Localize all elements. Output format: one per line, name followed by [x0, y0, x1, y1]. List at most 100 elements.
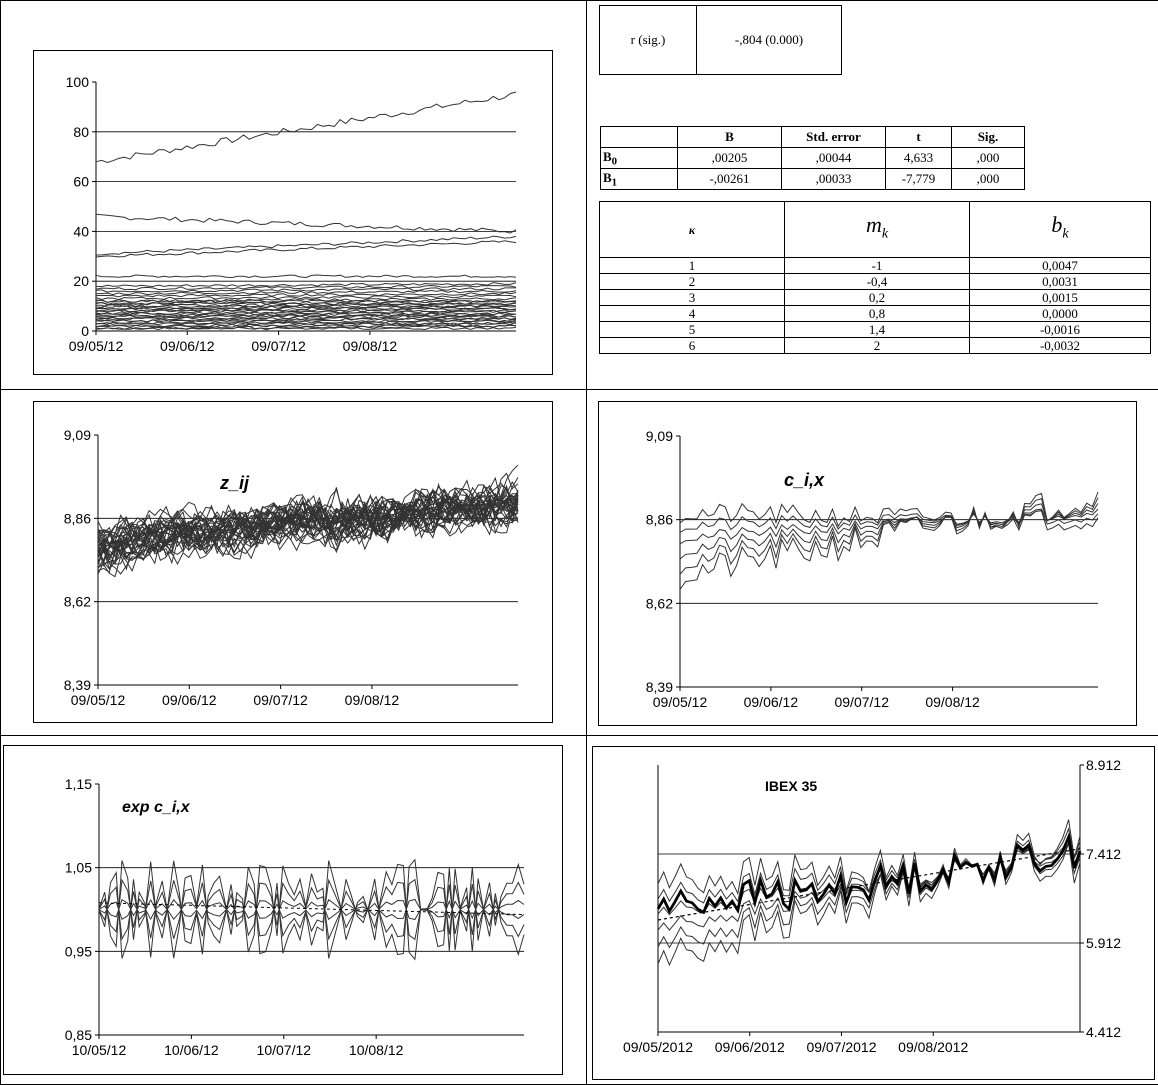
series-line [97, 484, 519, 575]
series-line [657, 843, 1081, 896]
series-line [679, 503, 1099, 560]
regression-b1-t: -7,779 [885, 168, 952, 190]
m-value: 0,8 [784, 305, 970, 322]
y-tick-label: 80 [73, 124, 89, 140]
regression-header-b: B [677, 126, 782, 148]
regression-row-b1: B1 -,00261 ,00033 -7,779 ,000 [600, 168, 1025, 190]
regression-row-b0-label: B0 [600, 147, 678, 169]
x-tick-label: 09/06/12 [744, 694, 799, 710]
correlation-table: r (sig.) -,804 (0.000) [599, 5, 842, 75]
regression-header-sig: Sig. [951, 126, 1025, 148]
x-tick-label: 09/06/2012 [715, 1039, 785, 1055]
y-tick-label: 8,39 [64, 677, 91, 693]
series-line [679, 510, 1099, 533]
trend-line [98, 902, 525, 915]
regression-b0-std-error: ,00044 [781, 147, 886, 169]
series-line [95, 282, 517, 288]
regression-b0-sig: ,000 [951, 147, 1025, 169]
y-tick-label: 9,09 [646, 428, 673, 444]
c-ix-chart: 8,39 8,62 8,86 9,09 09/05/12 09/06/12 09/07/12… [646, 428, 1099, 710]
grid-vertical-divider [586, 0, 587, 1085]
c-ix-chart-panel: 8,39 8,62 8,86 9,09 09/05/12 09/06/12 09/07/12… [598, 401, 1137, 726]
exp-c-ix-chart-panel: 0,85 0,95 1,05 1,15 10/05/12 10/06/12 10/07/12… [3, 745, 563, 1075]
m-value: 0,2 [784, 289, 970, 306]
series-line [98, 860, 525, 961]
grid-left [0, 0, 1, 1085]
series-line [95, 289, 517, 296]
x-tick-label: 09/08/2012 [898, 1039, 968, 1055]
k-table-row: 4 0,8 0,0000 [599, 305, 1151, 322]
chart-title: IBEX 35 [765, 778, 817, 794]
m-value: 1,4 [784, 321, 970, 338]
series-line [679, 508, 1099, 545]
y-tick-label: 4.412 [1086, 1024, 1121, 1040]
series-line [95, 240, 517, 258]
x-tick-label: 09/08/12 [343, 338, 398, 354]
x-tick-label: 09/06/12 [162, 692, 217, 708]
prices-chart-panel: 0 20 40 60 80 100 09/05/12 09/06/12 09/07/12 09/0… [33, 50, 553, 375]
y-tick-label: 8,62 [646, 595, 673, 611]
k-table-row: 1 -1 0,0047 [599, 257, 1151, 274]
series-line [97, 494, 519, 570]
regression-b1-sig: ,000 [951, 168, 1025, 190]
series-line [679, 497, 1099, 575]
series-line [97, 464, 519, 558]
y-tick-label: 20 [73, 273, 89, 289]
correlation-value: -,804 (0.000) [696, 5, 842, 75]
x-tick-label: 09/07/2012 [806, 1039, 876, 1055]
regression-row-b0: B0 ,00205 ,00044 4,633 ,000 [600, 147, 1025, 169]
chart-title: z_ij [219, 473, 250, 493]
x-tick-label: 09/05/12 [69, 338, 124, 354]
prices-chart: 0 20 40 60 80 100 09/05/12 09/06/12 09/07/12 09/0… [66, 74, 517, 354]
k-value: 3 [599, 289, 785, 306]
y-tick-label: 8,86 [64, 510, 91, 526]
series-line [95, 291, 517, 298]
regression-header-blank [600, 126, 678, 148]
series-line [95, 284, 517, 291]
y-tick-label: 5.912 [1086, 935, 1121, 951]
k-value: 2 [599, 273, 785, 290]
y-tick-label: 40 [73, 223, 89, 239]
series-line [97, 494, 519, 565]
y-tick-label: 8,86 [646, 512, 673, 528]
series-line [95, 91, 517, 164]
exp-c-ix-chart: 0,85 0,95 1,05 1,15 10/05/12 10/06/12 10/07/12… [65, 776, 525, 1058]
x-tick-label: 09/05/12 [653, 694, 708, 710]
z-ij-chart-panel: 8,39 8,62 8,86 9,09 09/05/12 09/06/12 09/07/12… [33, 401, 553, 723]
y-tick-label: 0 [81, 323, 89, 339]
series-line [98, 858, 525, 959]
series-line [95, 326, 517, 331]
regression-row-b1-label: B1 [600, 168, 678, 190]
y-tick-label: 8,39 [646, 679, 673, 695]
k-table-row: 2 -0,4 0,0031 [599, 273, 1151, 290]
x-tick-label: 09/05/2012 [623, 1039, 693, 1055]
x-tick-label: 09/05/12 [71, 692, 126, 708]
series-line [679, 491, 1099, 590]
series-line [95, 314, 517, 318]
y-tick-label: 7.412 [1086, 846, 1121, 862]
ibex-chart-panel: 4.412 5.912 7.412 8.912 09/05/2012 09/06/2012… [592, 746, 1155, 1080]
y-tick-label: 8.912 [1086, 757, 1121, 773]
k-table: κ mk bk 1 -1 0,0047 2 -0,4 0,0031 3 0,2 0,0015… [599, 201, 1151, 354]
series-line [95, 314, 517, 321]
k-table-header-k: κ [599, 201, 785, 258]
k-table-header-m: mk [784, 201, 970, 258]
regression-table: B Std. error t Sig. B0 ,00205 ,00044 4,6… [600, 126, 1025, 190]
regression-b0-t: 4,633 [885, 147, 952, 169]
k-table-header-b: bk [969, 201, 1151, 258]
index-line [656, 832, 1082, 915]
x-tick-label: 10/06/12 [164, 1042, 219, 1058]
series-line [95, 304, 517, 310]
chart-title: exp c_i,x [122, 799, 191, 816]
regression-b0-b: ,00205 [677, 147, 782, 169]
correlation-label: r (sig.) [599, 5, 697, 75]
series-line [95, 287, 516, 293]
series-line [98, 898, 525, 921]
series-line [97, 487, 519, 560]
chart-title: c_i,x [784, 470, 825, 490]
grid-row1-divider [0, 389, 1158, 390]
grid-top [0, 0, 1158, 1]
x-tick-label: 10/08/12 [349, 1042, 404, 1058]
z-ij-chart: 8,39 8,62 8,86 9,09 09/05/12 09/06/12 09/07/12… [64, 427, 519, 708]
b-value: 0,0031 [969, 273, 1151, 290]
